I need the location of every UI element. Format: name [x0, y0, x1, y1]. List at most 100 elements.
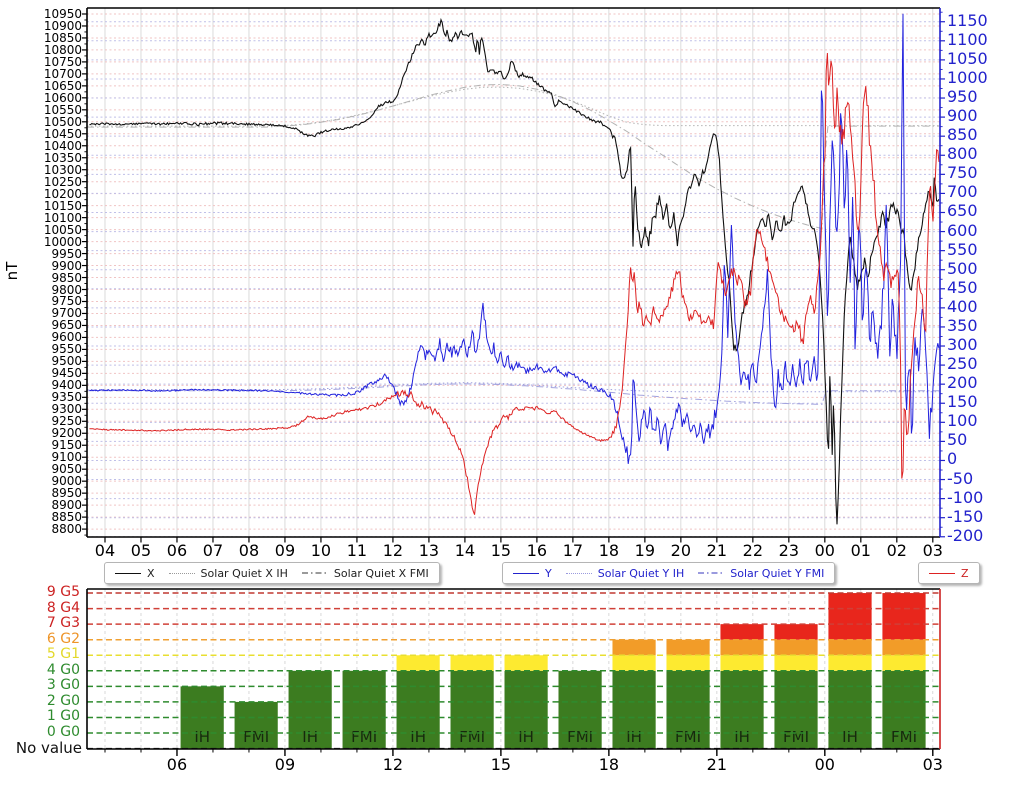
right-tick-label: 300 — [947, 335, 978, 355]
left-tick-label: 9450 — [51, 366, 82, 381]
bar-segment-yellow — [882, 655, 926, 671]
legend-label: Solar Quiet X IH — [200, 566, 288, 580]
bar-station-label: FMI — [243, 728, 269, 746]
hour-tick-label: 03 — [922, 541, 943, 560]
legend-item-solar-quiet-x-fmi: Solar Quiet X FMI — [301, 567, 429, 580]
right-tick-label: 500 — [947, 258, 978, 278]
bar-ih-green — [720, 670, 764, 749]
legend-item-solar-quiet-x-ih: Solar Quiet X IH — [168, 566, 288, 580]
legend-item-y: Y — [513, 567, 552, 580]
legend-label: Z — [961, 566, 969, 580]
bar-station-label: IH — [194, 728, 210, 746]
left-tick-label: 9300 — [51, 402, 82, 417]
bar-fmi-green — [666, 670, 710, 749]
bottom-hour-tick-label: 21 — [706, 755, 728, 774]
hour-tick-label: 20 — [670, 541, 692, 560]
g-scale-label: 7 G3 — [46, 615, 80, 632]
left-tick-label: 9350 — [51, 390, 82, 405]
right-tick-label: 650 — [947, 201, 978, 221]
line-sample-icon — [513, 572, 539, 574]
left-tick-label: 10350 — [43, 150, 82, 165]
bar-segment-orange — [666, 639, 710, 656]
left-tick-label: 10300 — [43, 162, 82, 177]
legend-x: X Solar Quiet X IH Solar Quiet X FMI — [104, 562, 440, 584]
activity-chart: IH FMI IH FMI IH FMI IH FMI IH FMI IH FMI IH FMI — [86, 588, 941, 756]
left-tick-label: 10650 — [43, 78, 82, 93]
hour-tick-label: 23 — [778, 541, 799, 560]
legend-label: Solar Quiet Y FMI — [730, 566, 825, 580]
bar-station-label: FMI — [675, 728, 701, 746]
left-tick-label: 9950 — [51, 246, 82, 261]
hour-tick-label: 14 — [454, 541, 476, 560]
bottom-hour-tick-label: 03 — [922, 755, 943, 774]
left-tick-label: 10600 — [43, 90, 82, 105]
legend-item-solar-quiet-y-fmi: Solar Quiet Y FMI — [698, 567, 824, 580]
bar-segment-yellow — [828, 655, 872, 671]
dotted-line-sample-icon — [565, 572, 592, 574]
left-tick-label: 10950 — [43, 6, 82, 21]
dashdot-line-sample-icon — [698, 572, 725, 574]
top-chart-series — [87, 13, 940, 525]
right-tick-label: -100 — [947, 487, 984, 507]
bar-station-label: IH — [842, 728, 858, 746]
top-chart-axes — [82, 7, 945, 543]
bar-station-label: FMI — [891, 728, 917, 746]
hour-tick-label: 15 — [490, 541, 512, 560]
dashdot-line-sample-icon — [301, 572, 328, 574]
right-tick-label: 250 — [947, 354, 978, 374]
right-tick-label: 750 — [947, 163, 978, 183]
hour-tick-label: 18 — [598, 541, 620, 560]
right-tick-label: 1100 — [947, 29, 988, 49]
hour-tick-label: 01 — [850, 541, 871, 560]
g-scale-label: 4 G0 — [46, 661, 80, 678]
series-y-line — [89, 13, 940, 464]
bar-station-label: IH — [518, 728, 534, 746]
hour-tick-label: 22 — [742, 541, 764, 560]
left-tick-label: 9650 — [51, 318, 82, 333]
line-sample-icon — [115, 572, 141, 574]
bar-segment-orange — [828, 639, 872, 656]
legend-item-x: X — [115, 567, 155, 580]
left-tick-label: 9200 — [51, 426, 82, 441]
legend-y: Y Solar Quiet Y IH Solar Quiet Y FMI — [502, 562, 836, 584]
bar-segment-yellow — [396, 655, 440, 671]
bar-fmi-green — [450, 670, 494, 749]
left-tick-label: 9850 — [51, 270, 82, 285]
legend-z: Z — [918, 562, 980, 584]
right-tick-label: 550 — [947, 239, 978, 259]
left-tick-label: 10000 — [43, 234, 82, 249]
series-x-line — [89, 17, 940, 525]
left-tick-label: 8900 — [51, 498, 82, 513]
hour-tick-label: 17 — [562, 541, 584, 560]
hour-tick-label: 04 — [94, 541, 116, 560]
bottom-hour-tick-label: 00 — [814, 755, 835, 774]
hour-tick-label: 21 — [706, 541, 728, 560]
hour-tick-label: 19 — [634, 541, 656, 560]
g-scale-label: 8 G4 — [46, 599, 80, 616]
series-z-line — [89, 52, 940, 515]
hour-tick-label: 12 — [382, 541, 404, 560]
left-tick-label: 10150 — [43, 198, 82, 213]
bar-segment-orange — [882, 639, 926, 656]
left-tick-label: 9750 — [51, 294, 82, 309]
bar-segment-yellow — [666, 655, 710, 671]
bar-segment-yellow — [450, 655, 494, 671]
line-sample-icon — [929, 572, 955, 574]
left-tick-label: 10200 — [43, 186, 82, 201]
bottom-hour-tick-label: 15 — [490, 755, 512, 774]
left-tick-label: 8850 — [51, 510, 82, 525]
bar-station-label: FMI — [783, 728, 809, 746]
bar-station-label: FMI — [459, 728, 485, 746]
series-solar-quiet-x-ih-line — [87, 86, 939, 127]
bar-station-label: FMI — [351, 728, 377, 746]
g-scale-label: 6 G2 — [46, 630, 80, 647]
bar-station-label: IH — [410, 728, 426, 746]
bar-segment-orange — [612, 639, 656, 656]
left-tick-label: 10550 — [43, 102, 82, 117]
left-tick-label: 9100 — [51, 450, 82, 465]
right-tick-label: 350 — [947, 315, 978, 335]
hour-tick-label: 06 — [166, 541, 188, 560]
right-tick-label: 50 — [947, 430, 968, 450]
top-chart-grid — [87, 8, 940, 538]
